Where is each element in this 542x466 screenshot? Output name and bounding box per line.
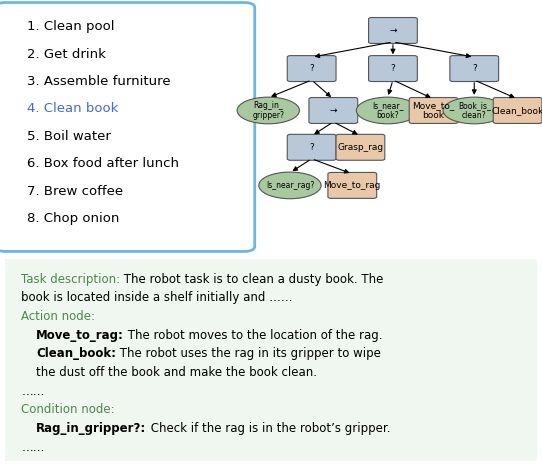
- Text: The robot task is to clean a dusty book. The: The robot task is to clean a dusty book.…: [120, 273, 384, 286]
- Text: →: →: [330, 106, 337, 115]
- Text: The robot moves to the location of the rag.: The robot moves to the location of the r…: [124, 329, 383, 342]
- Text: Is_near_rag?: Is_near_rag?: [266, 181, 314, 190]
- FancyBboxPatch shape: [328, 172, 377, 199]
- Ellipse shape: [259, 172, 321, 199]
- Text: Move_to_rag: Move_to_rag: [324, 181, 381, 190]
- Text: 3. Assemble furniture: 3. Assemble furniture: [27, 75, 171, 88]
- Text: →: →: [389, 26, 397, 35]
- Ellipse shape: [356, 97, 418, 124]
- Text: ?: ?: [309, 64, 314, 73]
- Text: 7. Brew coffee: 7. Brew coffee: [27, 185, 123, 198]
- FancyBboxPatch shape: [409, 97, 458, 123]
- FancyBboxPatch shape: [0, 2, 255, 252]
- Text: Check if the rag is in the robot’s gripper.: Check if the rag is in the robot’s gripp…: [146, 422, 390, 435]
- Text: 5. Boil water: 5. Boil water: [27, 130, 111, 143]
- Text: Clean_book: Clean_book: [492, 106, 542, 115]
- Text: book is located inside a shelf initially and ……: book is located inside a shelf initially…: [21, 291, 293, 304]
- Text: Move_to_
book: Move_to_ book: [412, 101, 455, 120]
- Text: The robot uses the rag in its gripper to wipe: The robot uses the rag in its gripper to…: [117, 348, 381, 360]
- Text: ……: ……: [21, 441, 45, 454]
- Text: Grasp_rag: Grasp_rag: [337, 143, 384, 152]
- FancyBboxPatch shape: [369, 55, 417, 82]
- Text: Rag_in_
gripper?: Rag_in_ gripper?: [252, 101, 285, 120]
- Text: Move_to_rag:: Move_to_rag:: [36, 329, 124, 342]
- Text: 4. Clean book: 4. Clean book: [27, 103, 119, 116]
- Text: ?: ?: [391, 64, 395, 73]
- FancyBboxPatch shape: [0, 254, 542, 466]
- FancyBboxPatch shape: [450, 55, 499, 82]
- Text: Is_near_
book?: Is_near_ book?: [372, 101, 403, 120]
- Text: ?: ?: [309, 143, 314, 152]
- Text: ?: ?: [472, 64, 476, 73]
- Text: Task description:: Task description:: [21, 273, 120, 286]
- FancyBboxPatch shape: [309, 97, 358, 123]
- Text: Clean_book:: Clean_book:: [36, 348, 117, 360]
- Ellipse shape: [237, 97, 300, 124]
- Text: 1. Clean pool: 1. Clean pool: [27, 20, 114, 33]
- Text: ……: ……: [21, 385, 45, 397]
- FancyBboxPatch shape: [287, 55, 336, 82]
- Text: 6. Box food after lunch: 6. Box food after lunch: [27, 158, 179, 170]
- Text: Action node:: Action node:: [21, 310, 95, 323]
- FancyBboxPatch shape: [369, 18, 417, 43]
- Text: 2. Get drink: 2. Get drink: [27, 48, 106, 61]
- FancyBboxPatch shape: [287, 134, 336, 160]
- Text: 8. Chop onion: 8. Chop onion: [27, 212, 119, 225]
- FancyBboxPatch shape: [336, 134, 385, 160]
- FancyBboxPatch shape: [493, 97, 542, 123]
- Text: Rag_in_gripper?:: Rag_in_gripper?:: [36, 422, 146, 435]
- Ellipse shape: [443, 97, 505, 124]
- Text: Condition node:: Condition node:: [21, 404, 115, 416]
- Text: the dust off the book and make the book clean.: the dust off the book and make the book …: [21, 366, 318, 379]
- Text: Book_is_
clean?: Book_is_ clean?: [458, 101, 491, 120]
